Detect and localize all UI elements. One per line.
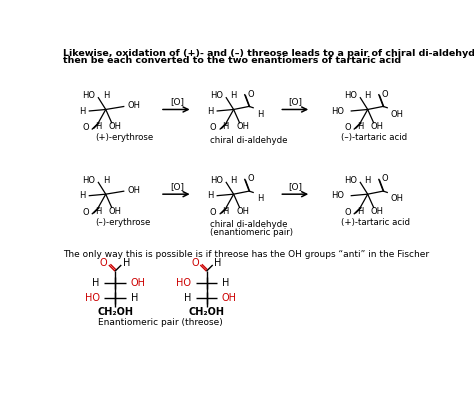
Text: HO: HO (210, 91, 223, 100)
Text: [O]: [O] (289, 97, 302, 106)
Text: H: H (95, 207, 101, 215)
Text: H: H (79, 107, 86, 116)
Text: HO: HO (84, 293, 100, 303)
Text: then be each converted to the two enantiomers of tartaric acid: then be each converted to the two enanti… (63, 56, 401, 65)
Text: H: H (123, 258, 130, 268)
Text: OH: OH (109, 122, 122, 131)
Text: OH: OH (371, 207, 384, 215)
Text: OH: OH (391, 194, 404, 203)
Text: H: H (207, 107, 213, 116)
Text: [O]: [O] (170, 97, 184, 106)
Text: HO: HO (344, 91, 357, 100)
Text: CH₂OH: CH₂OH (189, 307, 225, 317)
Text: H: H (257, 110, 263, 119)
Text: H: H (365, 91, 371, 100)
Text: HO: HO (82, 176, 95, 185)
Text: H: H (130, 293, 138, 303)
Text: OH: OH (128, 186, 140, 195)
Text: H: H (103, 91, 109, 100)
Text: OH: OH (237, 122, 250, 131)
Text: O: O (247, 90, 254, 99)
Text: OH: OH (109, 207, 122, 215)
Text: O: O (210, 208, 217, 217)
Text: OH: OH (371, 122, 384, 131)
Text: H: H (103, 176, 109, 185)
Text: OH: OH (128, 101, 140, 110)
Text: H: H (92, 278, 100, 288)
Text: H: H (365, 176, 371, 185)
Text: H: H (222, 278, 229, 288)
Text: HO: HO (82, 91, 95, 100)
Text: OH: OH (130, 278, 146, 288)
Text: H: H (95, 122, 101, 131)
Text: OH: OH (237, 207, 250, 215)
Text: O: O (100, 259, 107, 269)
Text: H: H (356, 122, 363, 131)
Text: H: H (356, 207, 363, 215)
Text: O: O (247, 174, 254, 183)
Text: [O]: [O] (170, 182, 184, 191)
Text: OH: OH (391, 110, 404, 119)
Text: Enantiomeric pair (threose): Enantiomeric pair (threose) (99, 318, 223, 327)
Text: (enantiomeric pair): (enantiomeric pair) (210, 228, 293, 237)
Text: O: O (344, 208, 351, 217)
Text: HO: HO (331, 107, 345, 116)
Text: (+)-tartaric acid: (+)-tartaric acid (341, 218, 410, 227)
Text: H: H (223, 207, 229, 215)
Text: O: O (382, 90, 388, 99)
Text: O: O (82, 123, 89, 132)
Text: H: H (207, 191, 213, 200)
Text: (–)-tartaric acid: (–)-tartaric acid (341, 134, 407, 142)
Text: O: O (344, 123, 351, 132)
Text: O: O (82, 208, 89, 217)
Text: H: H (79, 191, 86, 200)
Text: H: H (214, 258, 222, 268)
Text: OH: OH (222, 293, 237, 303)
Text: [O]: [O] (289, 182, 302, 191)
Text: chiral di-aldehyde: chiral di-aldehyde (210, 136, 288, 145)
Text: HO: HO (176, 278, 191, 288)
Text: HO: HO (331, 191, 345, 200)
Text: H: H (230, 91, 237, 100)
Text: O: O (210, 123, 217, 132)
Text: (–)-erythrose: (–)-erythrose (95, 218, 150, 227)
Text: chiral di-aldehyde: chiral di-aldehyde (210, 221, 288, 229)
Text: (+)-erythrose: (+)-erythrose (95, 134, 153, 142)
Text: HO: HO (344, 176, 357, 185)
Text: O: O (382, 174, 388, 183)
Text: HO: HO (210, 176, 223, 185)
Text: The only way this is possible is if threose has the OH groups “anti” in the Fisc: The only way this is possible is if thre… (63, 251, 429, 259)
Text: H: H (183, 293, 191, 303)
Text: H: H (223, 122, 229, 131)
Text: O: O (191, 259, 199, 269)
Text: H: H (257, 194, 263, 203)
Text: Likewise, oxidation of (+)- and (–) threose leads to a pair of chiral di-aldehyd: Likewise, oxidation of (+)- and (–) thre… (63, 49, 474, 58)
Text: H: H (230, 176, 237, 185)
Text: CH₂OH: CH₂OH (97, 307, 133, 317)
